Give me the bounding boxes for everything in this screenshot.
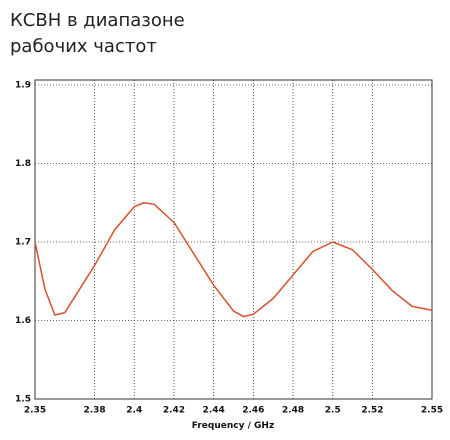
x-tick-label: 2.42 xyxy=(163,406,185,416)
x-tick-label: 2.48 xyxy=(282,406,304,416)
x-tick-label: 2.5 xyxy=(325,406,341,416)
x-tick-label: 2.52 xyxy=(361,406,383,416)
y-tick-label: 1.8 xyxy=(15,159,31,169)
y-tick-label: 1.6 xyxy=(15,316,31,326)
y-tick-label: 1.9 xyxy=(15,81,31,91)
x-tick-label: 2.38 xyxy=(83,406,105,416)
x-tick-label: 2.35 xyxy=(24,406,46,416)
y-tick-label: 1.7 xyxy=(15,238,31,248)
x-tick-label: 2.4 xyxy=(126,406,142,416)
y-tick-label: 1.5 xyxy=(15,395,31,405)
chart-title: КСВН в диапазоне xyxy=(10,10,185,31)
line-series xyxy=(34,202,433,318)
x-axis-label: Frequency / GHz xyxy=(192,421,274,431)
x-tick-label: 2.46 xyxy=(242,406,264,416)
x-tick-label: 2.44 xyxy=(203,406,225,416)
chart-title: рабочих частот xyxy=(10,36,157,57)
x-tick-label: 2.55 xyxy=(421,406,443,416)
